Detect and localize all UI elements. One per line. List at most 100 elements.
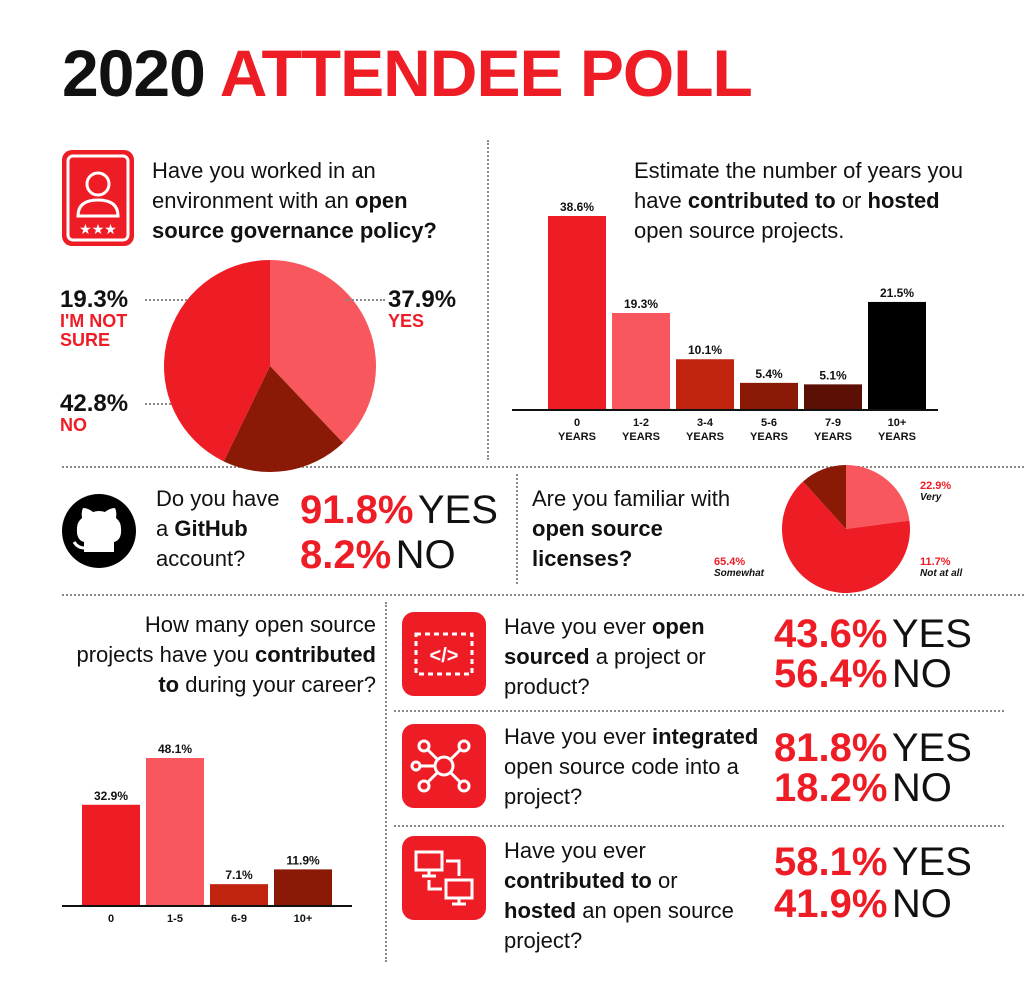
q2-text-bold2: hosted [867,188,940,213]
pie-slice-not-at-all [803,465,846,529]
q1-text-bold: open source governance policy? [152,188,437,243]
q4-text-bold: open source licenses? [532,516,663,571]
bar-category-label: 10+ [888,417,907,429]
svg-text:★★★: ★★★ [79,221,117,237]
q1-text: Have you worked in an environment with a… [152,156,472,246]
label-notatall: 11.7% Not at all [920,556,962,579]
bar-value-label: 48.1% [158,742,192,756]
github-icon [60,492,138,570]
q8-text-bold2: hosted [504,898,577,923]
user-badge-icon: ★★★ [62,150,134,246]
bar-value-label: 19.3% [624,297,658,311]
q3-text-pre: Do you have a [156,486,280,541]
q5-text-bold: contributed to [158,642,376,697]
notsure-pct: 19.3% [60,286,129,313]
bar-3-4-years [676,359,734,410]
bar-value-label: 21.5% [880,286,914,300]
notatall-pct: 11.7% [920,556,951,568]
bar-1-5 [146,758,204,906]
bar-value-label: 38.6% [560,200,594,214]
bar-category-label: 0 [108,913,114,925]
q8-text: Have you ever contributed to or hosted a… [504,836,754,956]
q7-text-post: open source code into a project? [504,754,739,809]
q3-text: Do you have a GitHub account? [156,484,296,574]
pie-slice-yes [270,260,376,443]
bar-category-label: YEARS [814,431,852,443]
q7-text-bold: integrated [651,724,759,749]
q6-yes-txt: YES [891,612,972,656]
label-yes: 37.9% YES [388,288,456,331]
years-bar-chart: 38.6% 0 YEARS 19.3% 1-2 YEARS 10.1% 3-4 YEARS 5.4… [512,200,938,443]
q7-yes: 81.8% YES [774,728,972,768]
bar-value-label: 32.9% [94,789,128,803]
very-txt: Very [920,492,942,503]
q7-no-txt: NO [891,766,952,810]
q4-text-pre: Are you familiar with [532,486,731,511]
bar-value-label: 10.1% [688,343,722,357]
divider-v-bottom [385,602,387,962]
title-rest: ATTENDEE POLL [219,36,753,110]
connected-computers-icon [402,836,486,920]
divider-h-4 [394,825,1004,827]
q3-text-post: account? [156,546,246,571]
q7-text-pre: Have you ever [504,724,652,749]
bar-category-label: 0 [574,417,580,429]
divider-v-mid [516,474,518,584]
bar-value-label: 5.4% [755,367,783,381]
no-txt: NO [60,415,87,435]
q2-text-mid: or [835,188,868,213]
pie-slice-somewhat [782,481,910,593]
q6-no: 56.4% NO [774,654,952,694]
label-no: 42.8% NO [60,392,128,435]
bar-6-9 [210,884,268,906]
q3-no: 8.2% NO [300,535,456,575]
bar-category-label: 1-2 [633,417,649,429]
q8-text-mid: or [651,868,678,893]
q3-yes-txt: YES [417,488,498,532]
q5-text: How many open source projects have you c… [70,610,376,700]
q5-text-pre: How many open source projects have you [76,612,376,667]
bar-0 [82,804,140,906]
svg-text:</>: </> [430,645,459,667]
q7-text: Have you ever integrated open source cod… [504,722,774,812]
bar-10-years [868,301,926,410]
bar-7-9-years [804,384,862,410]
q3-no-pct: 8.2% [300,533,392,577]
bar-category-label: 3-4 [697,417,714,429]
leader-notsure [145,299,187,301]
q7-no: 18.2% NO [774,768,952,808]
pie-slice-very [846,465,910,529]
q2-text-post: open source projects. [634,218,845,243]
q3-text-bold: GitHub [174,516,248,541]
somewhat-txt: Somewhat [714,568,765,579]
bar-5-6-years [740,382,798,410]
bar-category-label: 6-9 [231,913,247,925]
label-somewhat: 65.4% Somewhat [714,556,764,579]
q2-text-bold1: contributed to [687,188,836,213]
pie-slice-no [163,260,270,462]
bar-value-label: 5.1% [819,368,847,382]
pie-slice-i-m-not-sure [223,366,344,472]
q8-no-txt: NO [891,882,952,926]
bar-category-label: YEARS [686,431,724,443]
q7-yes-pct: 81.8% [774,726,888,770]
bar-category-label: 7-9 [825,417,841,429]
yes-pct: 37.9% [388,286,457,313]
q8-no: 41.9% NO [774,884,952,924]
q4-text: Are you familiar with open source licens… [532,484,752,574]
q8-text-post: an open source project? [504,898,734,953]
notsure-txt: I'M NOT SURE [60,311,128,350]
divider-v-top [487,140,489,460]
somewhat-pct: 65.4% [714,556,746,568]
code-window-icon: </> [402,612,486,696]
bar-category-label: 10+ [294,913,313,925]
leader-no [145,403,171,405]
q6-no-pct: 56.4% [774,652,888,696]
divider-h-2 [62,594,1024,596]
q6-text-pre: Have you ever [504,614,652,639]
bar-1-2-years [612,313,670,410]
very-pct: 22.9% [920,480,952,492]
divider-h-3 [394,710,1004,712]
no-pct: 42.8% [60,390,129,417]
bar-category-label: 5-6 [761,417,777,429]
